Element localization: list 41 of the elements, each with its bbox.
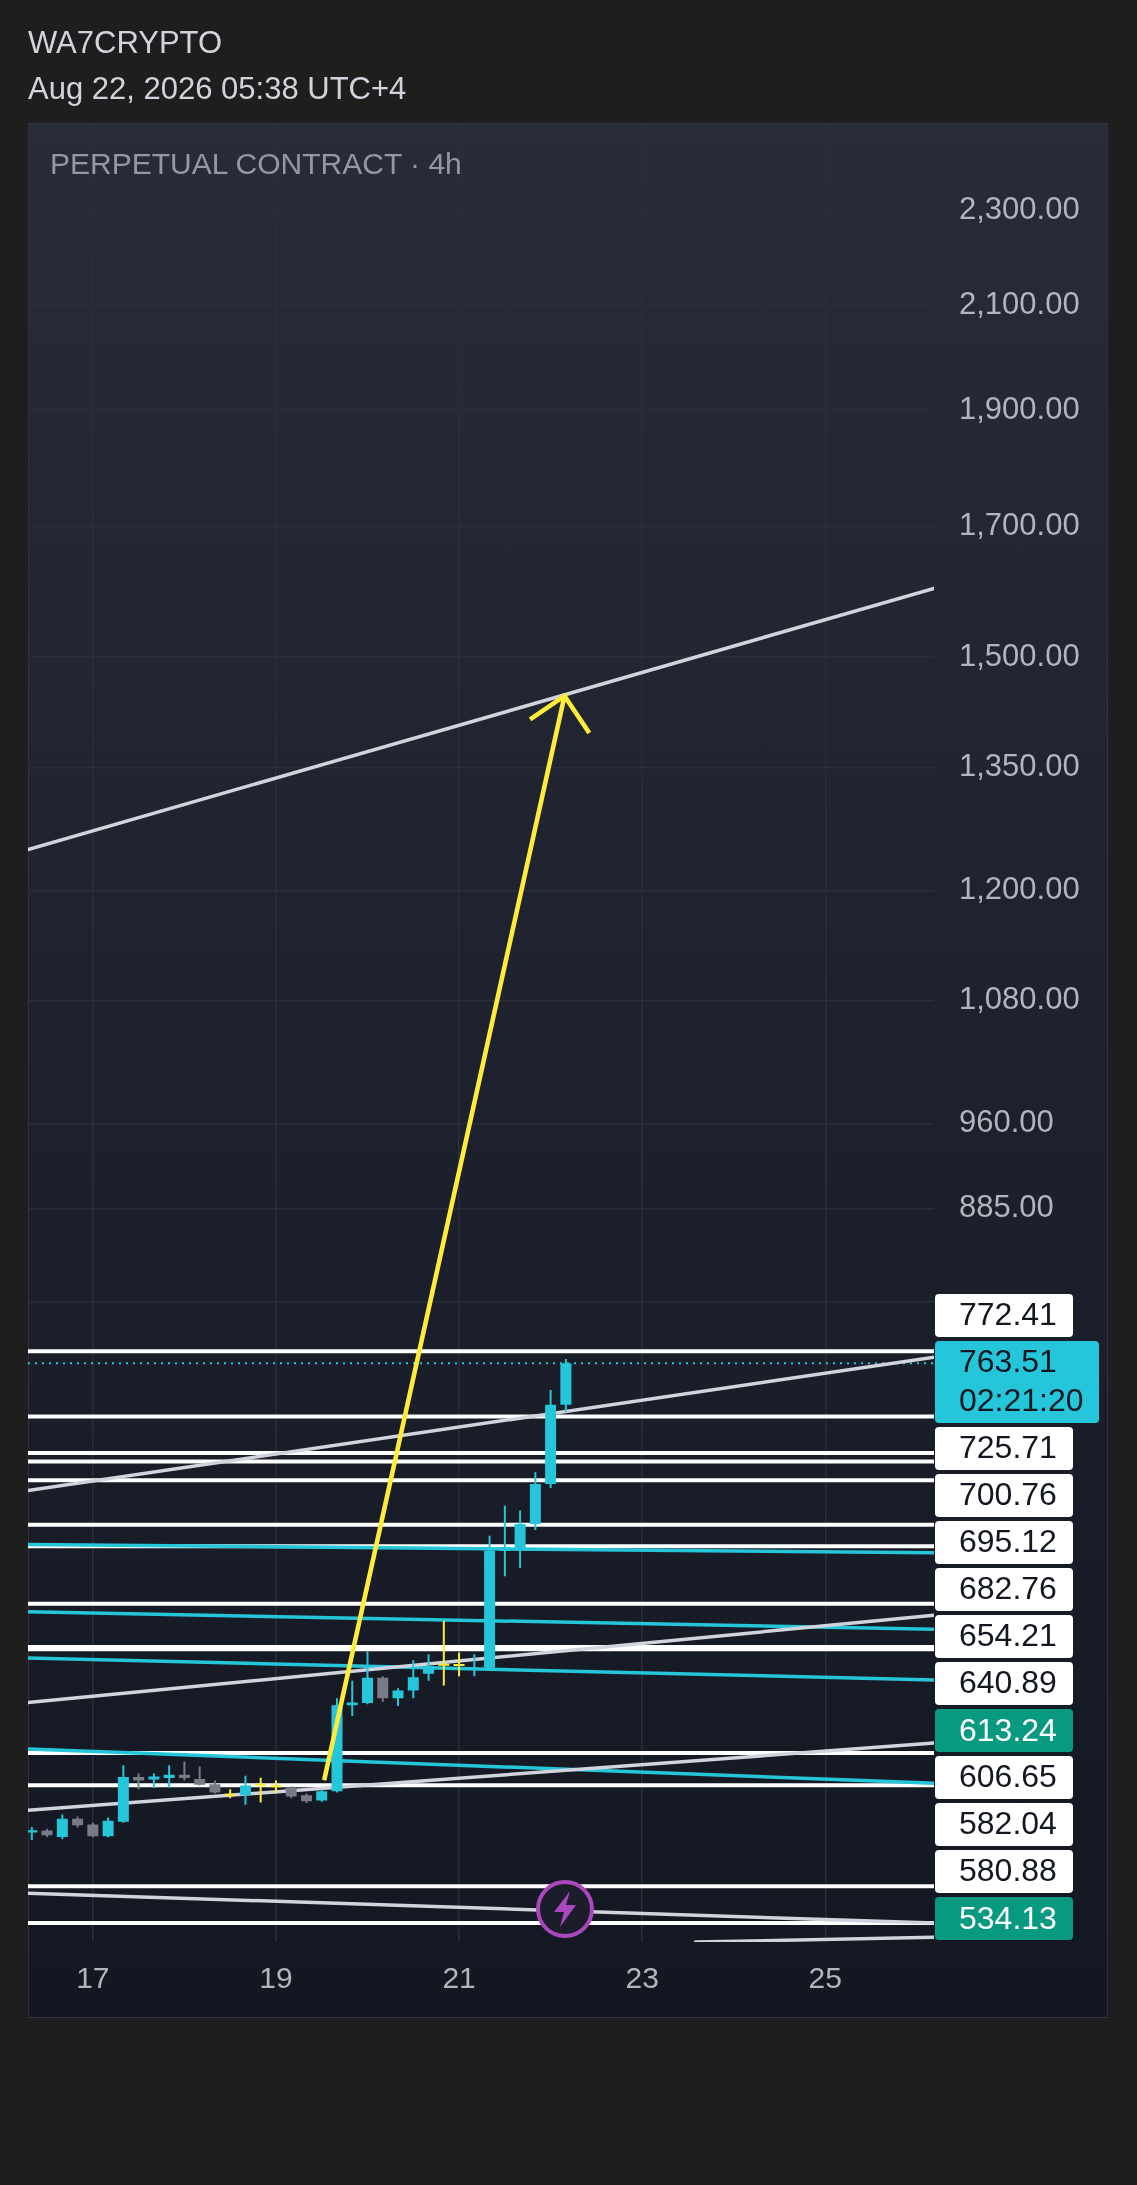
candlestick bbox=[41, 1828, 53, 1837]
y-tick-label: 1,500.00 bbox=[959, 637, 1080, 673]
legend-label: 682.76 bbox=[959, 1570, 1057, 1607]
legend-label: 725.71 bbox=[959, 1429, 1057, 1466]
text: PERPETUAL CONTRACT · 4h bbox=[50, 146, 462, 182]
x-tick-label: 23 bbox=[625, 1961, 659, 1995]
ref-line-label: 763.51 02:21:20 bbox=[959, 1343, 1084, 1419]
y-tick-label: 1,200.00 bbox=[959, 871, 1080, 907]
y-tick-label: 1,900.00 bbox=[959, 390, 1080, 426]
candlestick bbox=[133, 1773, 145, 1790]
y-tick-label: 2,300.00 bbox=[959, 190, 1080, 226]
candlestick bbox=[148, 1773, 160, 1789]
legend-label: 654.21 bbox=[959, 1617, 1057, 1654]
x-tick-label: 21 bbox=[442, 1961, 476, 1995]
text: 534.13 bbox=[935, 1897, 1073, 1940]
x-tick-label: 19 bbox=[259, 1961, 293, 1995]
candlestick bbox=[453, 1652, 465, 1677]
legend-label: 582.04 bbox=[959, 1805, 1057, 1842]
candlestick bbox=[346, 1680, 358, 1717]
y-tick-label: 885.00 bbox=[959, 1189, 1054, 1225]
legend-label: 772.41 bbox=[959, 1296, 1057, 1333]
y-tick-label: 1,080.00 bbox=[959, 981, 1080, 1017]
candlestick bbox=[28, 1827, 38, 1840]
legend-label: 700.76 bbox=[959, 1476, 1057, 1513]
text: Aug 22, 2026 05:38 UTC+4 bbox=[28, 70, 407, 108]
x-tick-label: 17 bbox=[76, 1961, 110, 1995]
candlestick bbox=[255, 1777, 267, 1803]
candlestick bbox=[316, 1789, 328, 1802]
legend-label: 606.65 bbox=[959, 1758, 1057, 1795]
y-tick-label: 1,700.00 bbox=[959, 506, 1080, 542]
text: WA7CRYPTO bbox=[28, 24, 224, 62]
legend-label: 695.12 bbox=[959, 1523, 1057, 1560]
legend-label: 640.89 bbox=[959, 1664, 1057, 1701]
y-tick-label: 2,100.00 bbox=[959, 285, 1080, 321]
text: 613.24 bbox=[935, 1709, 1073, 1752]
y-tick-label: 1,350.00 bbox=[959, 747, 1080, 783]
candlestick bbox=[438, 1621, 450, 1686]
y-tick-label: 960.00 bbox=[959, 1104, 1054, 1140]
x-tick-label: 25 bbox=[808, 1961, 842, 1995]
candlestick bbox=[224, 1789, 236, 1799]
legend-label: 580.88 bbox=[959, 1852, 1057, 1889]
